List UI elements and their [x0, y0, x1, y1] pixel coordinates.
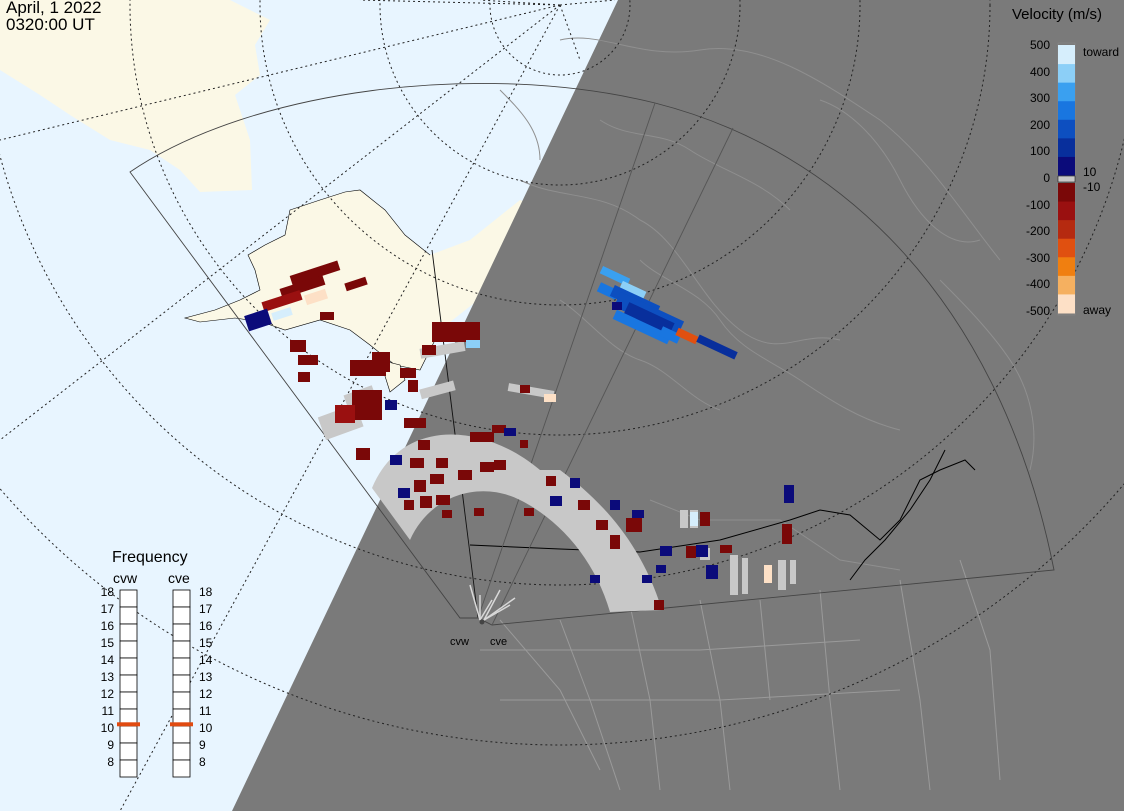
- colorbar-tick-label: -400: [1025, 277, 1050, 292]
- frequency-cell: [172, 691, 191, 710]
- colorbar-tick-label: 200: [1029, 117, 1050, 132]
- colorbar-segment-toward: [1058, 156, 1075, 176]
- frequency-cell: [119, 691, 138, 710]
- frequency-cell: [172, 725, 191, 744]
- site-label-cvw: cvw: [450, 636, 469, 648]
- frequency-label-left: 9: [107, 737, 114, 752]
- colorbar-tick-label: -300: [1025, 250, 1050, 265]
- frequency-panel: [117, 589, 193, 778]
- night-coastlines: [499, 37, 1035, 571]
- frequency-label-right: 10: [199, 720, 213, 735]
- colorbar-tick-label: 0: [1043, 171, 1050, 185]
- colorbar-inner-label-neg: -10: [1083, 180, 1101, 194]
- frequency-label-left: 15: [100, 635, 114, 650]
- frequency-cell: [119, 674, 138, 693]
- date-label: April, 1 2022: [6, 0, 102, 17]
- frequency-label-right: 17: [199, 601, 213, 616]
- frequency-cell: [172, 606, 191, 625]
- frequency-cell: [172, 589, 191, 608]
- frequency-label-right: 8: [199, 754, 206, 769]
- site-label-cve: cve: [490, 636, 508, 648]
- frequency-cell: [119, 623, 138, 642]
- colorbar-segment-away: [1058, 275, 1075, 295]
- frequency-cell: [172, 759, 191, 778]
- frequency-cell: [119, 606, 138, 625]
- colorbar-segment-toward: [1058, 45, 1075, 65]
- night-shade: [232, 0, 1124, 811]
- frequency-label-left: 17: [100, 601, 114, 616]
- frequency-label-left: 13: [100, 669, 114, 684]
- colorbar-inner-label-pos: 10: [1083, 165, 1097, 179]
- colorbar-segment-toward: [1058, 82, 1075, 102]
- frequency-label-left: 10: [100, 720, 114, 735]
- colorbar-segment-toward: [1058, 100, 1075, 120]
- radar-name-cvw: cvw: [113, 570, 138, 586]
- colorbar-bottom-label: away: [1083, 303, 1112, 317]
- frequency-cell: [172, 623, 191, 642]
- colorbar-segment-toward: [1058, 137, 1075, 157]
- frequency-label-right: 12: [199, 686, 213, 701]
- frequency-label-left: 8: [107, 754, 114, 769]
- border-line: [469, 459, 976, 553]
- radar-fov: [129, 83, 1055, 626]
- colorbar-top-label: toward: [1083, 45, 1120, 59]
- colorbar-tick-label: 500: [1029, 38, 1050, 52]
- frequency-label-right: 9: [199, 737, 206, 752]
- colorbar-segment-away: [1058, 238, 1075, 258]
- frequency-label-right: 13: [199, 669, 213, 684]
- frequency-cell: [172, 742, 191, 761]
- frequency-label-right: 14: [199, 652, 213, 667]
- frequency-cell: [119, 725, 138, 744]
- frequency-cell: [119, 657, 138, 676]
- time-label: 0320:00 UT: [6, 15, 95, 34]
- frequency-cell: [172, 674, 191, 693]
- colorbar-tick-label: 300: [1029, 91, 1050, 106]
- frequency-marker: [170, 722, 193, 727]
- frequency-label-left: 18: [100, 584, 114, 599]
- colorbar-tick-label: -500: [1025, 304, 1050, 318]
- frequency-cell: [119, 589, 138, 608]
- frequency-cell: [119, 742, 138, 761]
- colorbar-segment-toward: [1058, 63, 1075, 83]
- colorbar-segment-toward: [1058, 119, 1075, 139]
- colorbar-tick-label: -200: [1025, 224, 1050, 239]
- colorbar-segment-away: [1058, 220, 1075, 240]
- radar-name-cve: cve: [168, 570, 190, 586]
- frequency-label-right: 18: [199, 584, 213, 599]
- frequency-label-right: 16: [199, 618, 213, 633]
- colorbar-segment-ground: [1057, 175, 1076, 183]
- frequency-label-right: 15: [199, 635, 213, 650]
- velocity-cells-arc: [390, 425, 794, 610]
- velocity-cells-west: [244, 260, 556, 460]
- frequency-marker: [117, 722, 140, 727]
- colorbar-segment-away: [1058, 183, 1075, 203]
- frequency-cell: [172, 640, 191, 659]
- frequency-cell: [119, 759, 138, 778]
- frequency-title: Frequency: [112, 549, 188, 566]
- frequency-label-left: 12: [100, 686, 114, 701]
- colorbar-tick-label: 400: [1029, 64, 1050, 79]
- colorbar-segment-away: [1058, 257, 1075, 277]
- frequency-label-left: 11: [101, 703, 114, 718]
- colorbar-title: Velocity (m/s): [1012, 6, 1103, 23]
- radar-site-markers: [469, 584, 516, 625]
- colorbar-segment-away: [1058, 201, 1075, 221]
- frequency-label-left: 14: [100, 652, 114, 667]
- frequency-label-right: 11: [199, 703, 212, 718]
- frequency-label-left: 16: [100, 618, 114, 633]
- frequency-cell: [119, 640, 138, 659]
- colorbar-tick-label: -100: [1025, 197, 1050, 212]
- colorbar-tick-label: 100: [1029, 144, 1050, 159]
- us-boundaries: [480, 559, 1001, 791]
- coastline-east: [849, 449, 946, 581]
- colorbar-segment-away: [1058, 294, 1075, 314]
- velocity-colorbar: [1057, 42, 1076, 316]
- velocity-cells-east: [596, 266, 738, 360]
- frequency-cell: [172, 657, 191, 676]
